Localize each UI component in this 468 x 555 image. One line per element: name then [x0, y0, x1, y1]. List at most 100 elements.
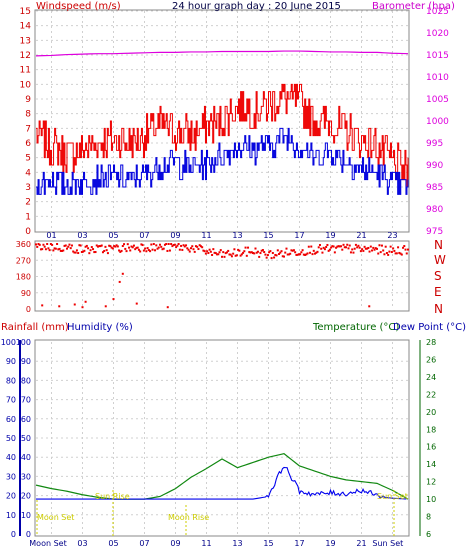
direction-point [316, 250, 319, 253]
direction-point [82, 250, 85, 253]
direction-point [223, 255, 226, 258]
direction-point [304, 253, 307, 256]
direction-point [80, 251, 83, 254]
direction-point [160, 245, 163, 248]
direction-point [302, 253, 305, 256]
direction-point [258, 255, 261, 258]
direction-point [72, 250, 75, 253]
direction-point [104, 245, 107, 248]
direction-point [331, 245, 334, 248]
direction-point [63, 244, 66, 247]
direction-point [79, 244, 82, 247]
direction-point-outlier [121, 272, 124, 275]
direction-point [193, 250, 196, 253]
direction-point [46, 243, 49, 245]
wind-y-tick-label: 7 [25, 124, 31, 134]
direction-point [206, 250, 209, 253]
direction-point-outlier [104, 305, 107, 308]
direction-point [351, 248, 354, 251]
direction-point-outlier [166, 306, 169, 309]
direction-point [242, 251, 245, 254]
temperature-y-ticks: 6 8 10 12 14 16 18 20 22 24 26 28 [426, 338, 436, 539]
direction-point [66, 247, 68, 250]
wind-y-tick-label: 13 [20, 36, 31, 46]
wind-plot-area [34, 9, 410, 233]
direction-point [364, 247, 367, 250]
barometer-axis-label: Barometer (hpa) [372, 1, 455, 12]
direction-point [311, 253, 314, 256]
x-tick-label-bottom: 19 [325, 539, 335, 548]
barometer-y-tick-label: 1020 [426, 29, 449, 39]
x-tick-label-top: 11 [201, 231, 211, 240]
direction-point [168, 249, 171, 252]
direction-point [398, 251, 401, 254]
direction-point [320, 247, 323, 250]
direction-point [202, 249, 205, 252]
direction-point [61, 249, 64, 252]
direction-point [291, 249, 294, 252]
direction-point [279, 251, 282, 254]
direction-point [400, 253, 403, 256]
direction-point [271, 252, 274, 255]
x-tick-label-bottom: 15 [263, 539, 273, 548]
direction-point [183, 245, 186, 248]
direction-point [253, 252, 256, 255]
barometer-y-tick-label: 980 [426, 205, 443, 215]
direction-point [345, 246, 347, 249]
direction-point [232, 252, 235, 255]
direction-point [48, 249, 51, 252]
direction-point [228, 253, 231, 256]
direction-point [105, 249, 108, 252]
wind-y-tick-label: 3 [25, 183, 31, 193]
direction-point [182, 244, 185, 247]
direction-point [190, 247, 192, 250]
temperature-series [35, 453, 409, 500]
wind-y-tick-label: 2 [25, 198, 31, 208]
dewpoint-axis-label: Dew Point (°C) [393, 322, 466, 333]
direction-point [299, 253, 302, 256]
direction-point [59, 249, 62, 252]
direction-point [385, 251, 388, 254]
direction-point [338, 245, 341, 248]
direction-point [239, 254, 242, 257]
direction-point [361, 248, 364, 251]
direction-point [110, 246, 113, 249]
direction-point [222, 251, 225, 254]
humidity-y-tick-label: 60 [21, 415, 31, 424]
x-tick-label-bottom: Sun Set [372, 539, 403, 548]
direction-point [74, 251, 77, 254]
direction-point [335, 246, 338, 249]
direction-point [47, 247, 50, 250]
rainfall-y-tick-label: 0 [11, 530, 16, 539]
direction-point [287, 253, 290, 256]
direction-point [305, 253, 308, 256]
direction-point [118, 249, 121, 252]
direction-point [98, 245, 101, 248]
direction-point [44, 248, 47, 251]
direction-point [307, 245, 310, 248]
direction-point [41, 248, 44, 251]
direction-point [234, 254, 237, 257]
temperature-y-tick-label: 12 [426, 478, 436, 487]
humidity-y-tick-label: 40 [21, 453, 31, 462]
direction-y-tick-label: 180 [16, 273, 31, 282]
sun-set-label: Sun Set [377, 492, 408, 501]
wind-y-tick-label: 8 [25, 110, 31, 120]
moon-rise-label: Moon Rise [168, 513, 209, 522]
dewpoint-line [36, 466, 407, 500]
direction-point [292, 249, 295, 252]
wind-y-tick-label: 14 [20, 22, 32, 32]
direction-point [297, 253, 300, 256]
temperature-y-tick-label: 18 [426, 425, 436, 434]
direction-point [115, 244, 118, 247]
barometer-line [35, 50, 409, 57]
direction-label-e: E [434, 285, 442, 299]
barometer-y-tick-label: 1015 [426, 51, 449, 61]
direction-point [42, 243, 45, 246]
barometer-y-tick-label: 1000 [426, 117, 449, 127]
direction-point [204, 252, 207, 255]
direction-point [310, 245, 313, 248]
x-ticks-top: 01 03 05 07 09 11 13 15 17 19 21 23 [46, 231, 397, 240]
direction-point [196, 245, 199, 248]
direction-point [225, 251, 228, 254]
